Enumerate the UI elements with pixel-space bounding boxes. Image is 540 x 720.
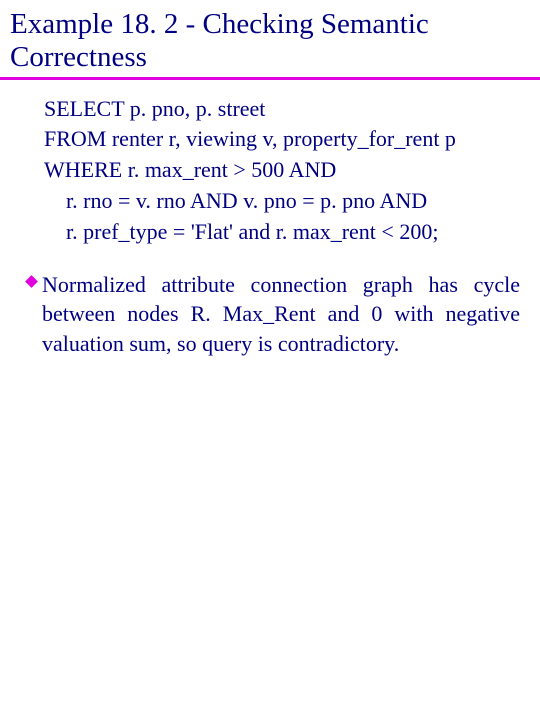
bullet-section: Normalized attribute connection graph ha… xyxy=(0,270,540,359)
diamond-icon xyxy=(25,275,38,288)
sql-query-block: SELECT p. pno, p. street FROM renter r, … xyxy=(0,94,540,248)
query-line-where: WHERE r. max_rent > 500 AND xyxy=(44,155,540,186)
title-line-2: Correctness xyxy=(10,41,147,73)
title-line-1: Example 18. 2 - Checking Semantic xyxy=(10,8,429,40)
title-underline xyxy=(0,77,540,80)
slide-container: Example 18. 2 - Checking Semantic Correc… xyxy=(0,0,540,720)
slide-title: Example 18. 2 - Checking Semantic Correc… xyxy=(0,0,540,75)
bullet-marker xyxy=(20,270,42,286)
query-line-cond1: r. rno = v. rno AND v. pno = p. pno AND xyxy=(44,186,540,217)
query-line-from: FROM renter r, viewing v, property_for_r… xyxy=(44,124,540,155)
query-line-cond2: r. pref_type = 'Flat' and r. max_rent < … xyxy=(44,217,540,248)
title-underline-wrap xyxy=(0,77,540,80)
query-line-select: SELECT p. pno, p. street xyxy=(44,94,540,125)
bullet-text: Normalized attribute connection graph ha… xyxy=(42,270,520,359)
